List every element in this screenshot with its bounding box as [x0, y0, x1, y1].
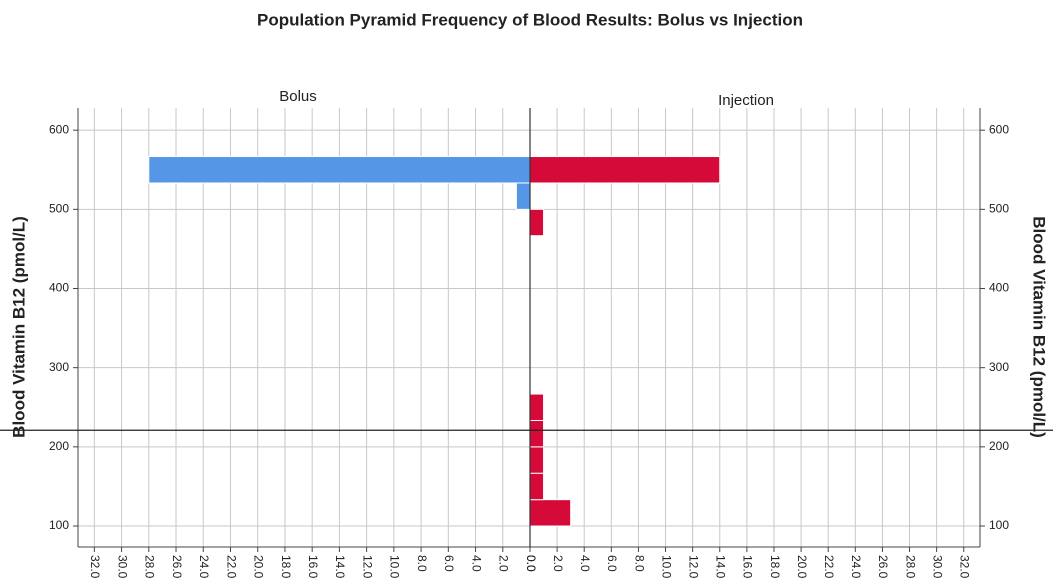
x-tick-label: 8.0 — [632, 555, 646, 572]
x-tick-label: 12.0 — [686, 555, 700, 579]
x-tick-label: 32.0 — [958, 555, 972, 579]
x-tick-label: 28.0 — [143, 555, 157, 579]
x-tick-label: 16.0 — [741, 555, 755, 579]
y-axis-title-right: Blood Vitamin B12 (pmol/L) — [1030, 216, 1049, 438]
bar — [529, 208, 545, 237]
x-tick-label: 20.0 — [795, 555, 809, 579]
y-tick-label: 600 — [989, 122, 1009, 136]
y-tick-label: 100 — [989, 518, 1009, 532]
x-tick-label: 22.0 — [224, 555, 238, 579]
x-tick-label: 4.0 — [469, 555, 483, 572]
y-tick-label: 500 — [989, 202, 1009, 216]
chart-title: Population Pyramid Frequency of Blood Re… — [257, 10, 803, 29]
y-tick-label: 200 — [49, 439, 69, 453]
bar — [148, 156, 531, 184]
x-tick-label: 14.0 — [333, 555, 347, 579]
x-tick-label: 22.0 — [822, 555, 836, 579]
x-tick-label: 2.0 — [497, 555, 511, 572]
y-tick-label: 400 — [49, 281, 69, 295]
y-tick-label: 400 — [989, 281, 1009, 295]
x-tick-label: 0.0 — [524, 555, 538, 572]
x-tick-label: 2.0 — [551, 555, 565, 572]
y-tick-label: 300 — [989, 360, 1009, 374]
bar — [529, 446, 545, 474]
bar — [529, 156, 721, 184]
x-tick-label: 12.0 — [360, 555, 374, 579]
x-tick-label: 10.0 — [388, 555, 402, 579]
series-label: Injection — [718, 92, 774, 109]
x-tick-label: 24.0 — [197, 555, 211, 579]
bar — [529, 499, 572, 527]
y-axis-title-left: Blood Vitamin B12 (pmol/L) — [9, 216, 28, 438]
y-tick-label: 300 — [49, 360, 69, 374]
y-tick-label: 600 — [49, 122, 69, 136]
x-tick-label: 14.0 — [714, 555, 728, 579]
x-tick-label: 18.0 — [279, 555, 293, 579]
y-tick-label: 100 — [49, 518, 69, 532]
x-tick-label: 8.0 — [415, 555, 429, 572]
y-tick-label: 200 — [989, 439, 1009, 453]
bar — [515, 182, 531, 210]
x-tick-label: 30.0 — [115, 555, 129, 579]
bar — [529, 393, 545, 421]
x-tick-label: 4.0 — [578, 555, 592, 572]
x-tick-label: 6.0 — [442, 555, 456, 572]
x-tick-label: 0.0 — [524, 555, 538, 572]
x-tick-label: 32.0 — [88, 555, 102, 579]
x-tick-label: 20.0 — [252, 555, 266, 579]
y-tick-label: 500 — [49, 202, 69, 216]
x-tick-label: 24.0 — [849, 555, 863, 579]
x-tick-label: 18.0 — [768, 555, 782, 579]
x-tick-label: 26.0 — [170, 555, 184, 579]
x-tick-label: 26.0 — [876, 555, 890, 579]
series-label: Bolus — [279, 88, 317, 105]
x-tick-label: 28.0 — [903, 555, 917, 579]
x-tick-label: 16.0 — [306, 555, 320, 579]
x-tick-label: 10.0 — [659, 555, 673, 579]
bar — [529, 472, 545, 501]
bar — [529, 419, 545, 448]
x-tick-label: 30.0 — [930, 555, 944, 579]
x-tick-label: 6.0 — [605, 555, 619, 572]
